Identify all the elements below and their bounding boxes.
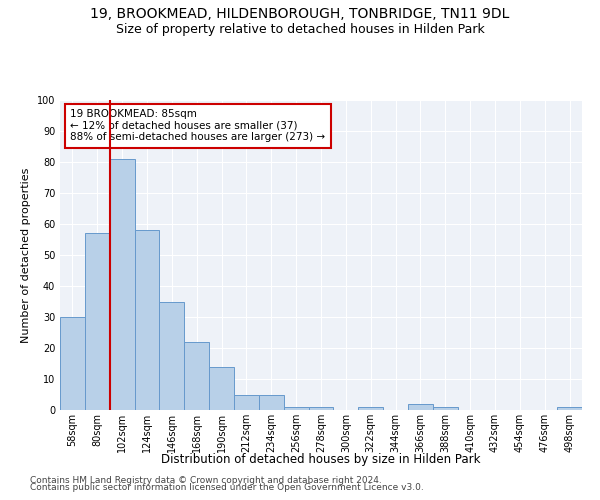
Bar bbox=[433, 407, 458, 410]
Bar bbox=[60, 317, 85, 410]
Bar bbox=[234, 394, 259, 410]
Text: Distribution of detached houses by size in Hilden Park: Distribution of detached houses by size … bbox=[161, 452, 481, 466]
Bar bbox=[209, 366, 234, 410]
Bar bbox=[160, 302, 184, 410]
Bar bbox=[557, 407, 582, 410]
Bar bbox=[408, 404, 433, 410]
Bar bbox=[308, 407, 334, 410]
Bar bbox=[134, 230, 160, 410]
Y-axis label: Number of detached properties: Number of detached properties bbox=[21, 168, 31, 342]
Text: 19 BROOKMEAD: 85sqm
← 12% of detached houses are smaller (37)
88% of semi-detach: 19 BROOKMEAD: 85sqm ← 12% of detached ho… bbox=[70, 110, 326, 142]
Bar bbox=[184, 342, 209, 410]
Bar bbox=[284, 407, 308, 410]
Text: Size of property relative to detached houses in Hilden Park: Size of property relative to detached ho… bbox=[116, 22, 484, 36]
Bar bbox=[110, 159, 134, 410]
Text: Contains public sector information licensed under the Open Government Licence v3: Contains public sector information licen… bbox=[30, 484, 424, 492]
Bar bbox=[358, 407, 383, 410]
Bar bbox=[85, 234, 110, 410]
Bar bbox=[259, 394, 284, 410]
Text: 19, BROOKMEAD, HILDENBOROUGH, TONBRIDGE, TN11 9DL: 19, BROOKMEAD, HILDENBOROUGH, TONBRIDGE,… bbox=[91, 8, 509, 22]
Text: Contains HM Land Registry data © Crown copyright and database right 2024.: Contains HM Land Registry data © Crown c… bbox=[30, 476, 382, 485]
